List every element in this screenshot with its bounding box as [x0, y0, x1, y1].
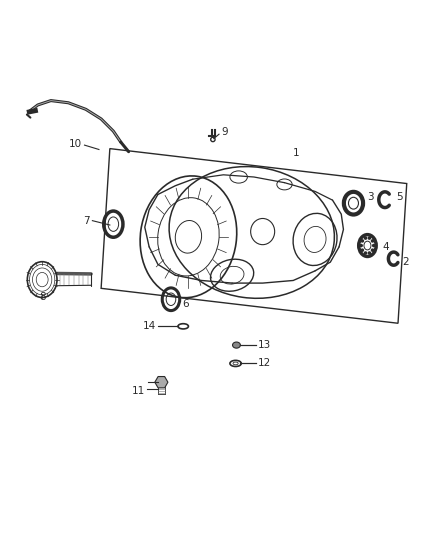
- Text: 5: 5: [396, 192, 403, 201]
- Circle shape: [361, 240, 364, 242]
- Ellipse shape: [233, 342, 240, 348]
- Circle shape: [364, 237, 367, 239]
- Text: 8: 8: [39, 292, 46, 302]
- Circle shape: [368, 237, 371, 239]
- Text: 6: 6: [182, 298, 188, 309]
- Text: 9: 9: [221, 127, 228, 137]
- Text: 10: 10: [68, 139, 81, 149]
- Text: 7: 7: [84, 216, 90, 225]
- Text: 4: 4: [383, 242, 389, 252]
- Circle shape: [371, 249, 374, 251]
- Text: 14: 14: [142, 321, 155, 332]
- Text: 13: 13: [258, 340, 272, 350]
- Text: 12: 12: [258, 358, 272, 368]
- Circle shape: [371, 240, 374, 242]
- Text: 1: 1: [293, 148, 300, 158]
- Circle shape: [364, 252, 367, 254]
- Circle shape: [360, 245, 362, 247]
- Text: 11: 11: [131, 386, 145, 396]
- Circle shape: [373, 245, 375, 247]
- Text: 2: 2: [403, 257, 409, 267]
- Circle shape: [361, 249, 364, 251]
- Text: 3: 3: [367, 192, 374, 201]
- Circle shape: [368, 252, 371, 254]
